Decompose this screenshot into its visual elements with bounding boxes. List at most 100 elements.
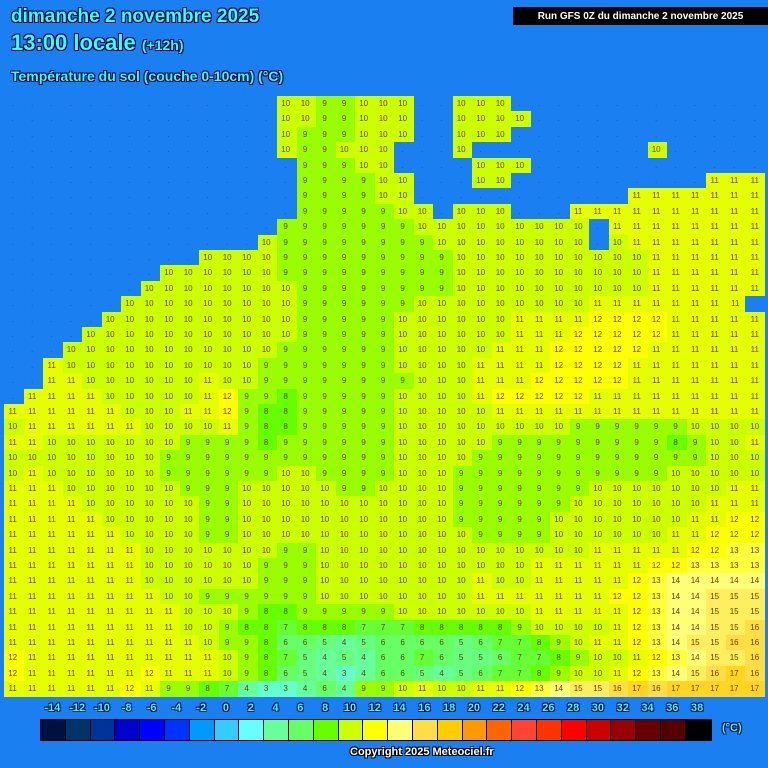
sea-cell: . xyxy=(160,203,180,220)
grid-row: 11 11 11 11 11 11 10 10 10 11 11 12 9 8 … xyxy=(4,404,765,420)
grid-value: 10 xyxy=(355,588,375,605)
sea-cell: . xyxy=(218,157,238,173)
sea-cell: . xyxy=(62,203,82,220)
sea-cell: . xyxy=(23,96,43,112)
grid-value: 10 xyxy=(491,604,511,620)
grid-value: 10 xyxy=(218,558,238,574)
grid-value: 10 xyxy=(394,511,414,528)
grid-value: 5 xyxy=(413,665,433,682)
sea-cell: . xyxy=(160,157,180,173)
grid-value: 10 xyxy=(238,265,258,281)
grid-value: 11 xyxy=(23,604,43,620)
grid-value: 4 xyxy=(433,665,453,682)
grid-value: 5 xyxy=(316,635,336,651)
sea-cell: . xyxy=(101,280,121,297)
legend-label: 8 xyxy=(322,702,329,714)
grid-value: 11 xyxy=(530,588,550,605)
grid-value: 10 xyxy=(257,311,277,327)
grid-value: 11 xyxy=(62,604,82,620)
sea-cell: . xyxy=(589,219,609,235)
grid-value: 11 xyxy=(62,635,82,651)
sea-cell: . xyxy=(589,96,609,112)
legend-swatch xyxy=(264,720,289,740)
grid-value: 10 xyxy=(199,296,219,312)
grid-value: 11 xyxy=(725,357,745,374)
grid-value: 11 xyxy=(686,311,706,327)
grid-value: 17 xyxy=(667,681,687,697)
grid-value: 10 xyxy=(394,527,414,543)
sea-cell: . xyxy=(491,188,511,204)
grid-value: 10 xyxy=(452,203,472,220)
grid-value: 10 xyxy=(530,619,550,635)
grid-value: 14 xyxy=(667,573,687,589)
grid-value: 11 xyxy=(686,265,706,281)
grid-value: 11 xyxy=(43,558,63,574)
grid-value: 10 xyxy=(569,234,589,250)
grid-value: 10 xyxy=(101,481,121,497)
grid-value: 10 xyxy=(160,404,180,420)
grid-value: 11 xyxy=(82,542,102,558)
grid-value: 10 xyxy=(530,296,550,312)
grid-value: 10 xyxy=(530,219,550,235)
grid-value: 11 xyxy=(647,250,667,266)
sea-cell: . xyxy=(160,126,180,143)
grid-value: 9 xyxy=(218,434,238,451)
grid-value: 14 xyxy=(667,635,687,651)
grid-value: 11 xyxy=(667,388,687,404)
grid-row: 10 11 11 11 11 11 11 10 10 10 10 11 9 8 … xyxy=(4,419,765,435)
grid-value: 9 xyxy=(452,496,472,512)
grid-value: 10 xyxy=(179,542,199,558)
grid-value: 10 xyxy=(452,142,472,158)
grid-value: 10 xyxy=(569,511,589,528)
grid-value: 12 xyxy=(569,342,589,358)
grid-value: 10 xyxy=(433,542,453,558)
grid-value: 10 xyxy=(160,342,180,358)
sea-cell: . xyxy=(667,142,687,158)
grid-value: 9 xyxy=(218,588,238,605)
grid-value: 10 xyxy=(472,280,492,297)
grid-value: 10 xyxy=(452,327,472,343)
grid-value: 10 xyxy=(277,496,297,512)
sea-cell: . xyxy=(413,142,433,158)
grid-value: 10 xyxy=(589,665,609,682)
grid-value: 7 xyxy=(511,665,531,682)
grid-value: 15 xyxy=(706,650,726,666)
grid-value: 10 xyxy=(452,234,472,250)
grid-value: 10 xyxy=(452,419,472,435)
grid-value: 7 xyxy=(491,665,511,682)
grid-value: 11 xyxy=(706,327,726,343)
sea-cell: . xyxy=(550,203,570,220)
grid-value: 11 xyxy=(511,327,531,343)
grid-value: 10 xyxy=(491,157,511,173)
grid-value: 10 xyxy=(101,311,121,327)
grid-value: 11 xyxy=(725,404,745,420)
sea-cell: . xyxy=(452,157,472,173)
sea-cell: . xyxy=(43,342,63,358)
grid-value: 11 xyxy=(82,388,102,404)
grid-value: 14 xyxy=(667,619,687,635)
grid-row: . . . 10 10 10 10 10 10 10 10 10 10 10 9… xyxy=(4,342,765,358)
grid-value: 11 xyxy=(686,280,706,297)
grid-value: 12 xyxy=(745,511,765,528)
grid-value: 10 xyxy=(433,419,453,435)
sea-cell: . xyxy=(589,157,609,173)
grid-value: 11 xyxy=(472,573,492,589)
grid-value: 10 xyxy=(179,342,199,358)
grid-value: 10 xyxy=(277,280,297,297)
grid-value: 10 xyxy=(569,265,589,281)
grid-value: 10 xyxy=(433,327,453,343)
sea-cell: . xyxy=(140,265,160,281)
grid-value: 9 xyxy=(374,327,394,343)
grid-value: 8 xyxy=(257,404,277,420)
sea-cell: . xyxy=(62,311,82,327)
grid-value: 11 xyxy=(23,558,43,574)
grid-value: 10 xyxy=(628,511,648,528)
grid-value: 9 xyxy=(335,157,355,173)
grid-value: 10 xyxy=(140,496,160,512)
legend-label: 34 xyxy=(641,702,654,714)
grid-value: 10 xyxy=(413,296,433,312)
grid-value: 11 xyxy=(725,234,745,250)
grid-value: 11 xyxy=(511,342,531,358)
grid-value: 10 xyxy=(530,280,550,297)
grid-value: 8 xyxy=(491,619,511,635)
